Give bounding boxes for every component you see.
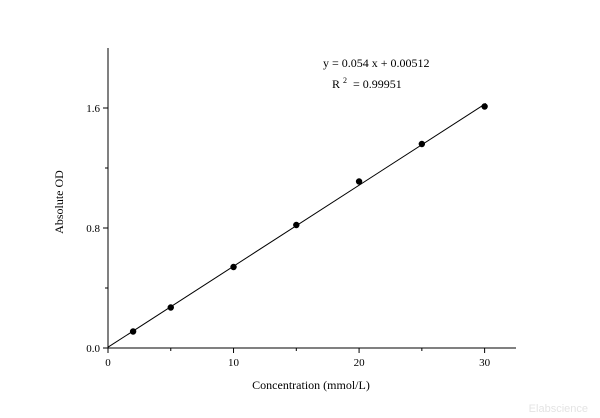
y-tick-label: 0.0 — [86, 343, 100, 355]
equation-annotation: y = 0.054 x + 0.00512 — [323, 56, 430, 70]
r2-value: = 0.99951 — [353, 77, 402, 91]
x-tick-label: 30 — [479, 357, 491, 369]
x-tick-label: 20 — [354, 357, 366, 369]
r2-annotation: R 2 = 0.99951 — [332, 72, 402, 91]
data-point — [418, 140, 426, 148]
data-point — [481, 103, 488, 110]
x-axis-label: Concentration (mmol/L) — [252, 378, 370, 392]
r2-prefix: R — [332, 77, 340, 91]
data-point — [355, 178, 363, 185]
watermark: Elabscience — [529, 403, 588, 415]
r2-superscript: 2 — [343, 76, 347, 85]
data-point — [129, 328, 137, 335]
y-tick-label: 0.8 — [86, 223, 100, 235]
data-point — [230, 263, 237, 271]
x-tick-label: 0 — [105, 357, 111, 369]
y-tick-label: 1.6 — [86, 103, 100, 115]
data-point — [167, 304, 174, 311]
y-axis-label: Absolute OD — [52, 170, 66, 234]
data-point — [293, 221, 300, 229]
plot-area: 0 10 20 30 0.0 0.8 1.6 — [86, 48, 516, 369]
x-tick-label: 10 — [228, 357, 240, 369]
